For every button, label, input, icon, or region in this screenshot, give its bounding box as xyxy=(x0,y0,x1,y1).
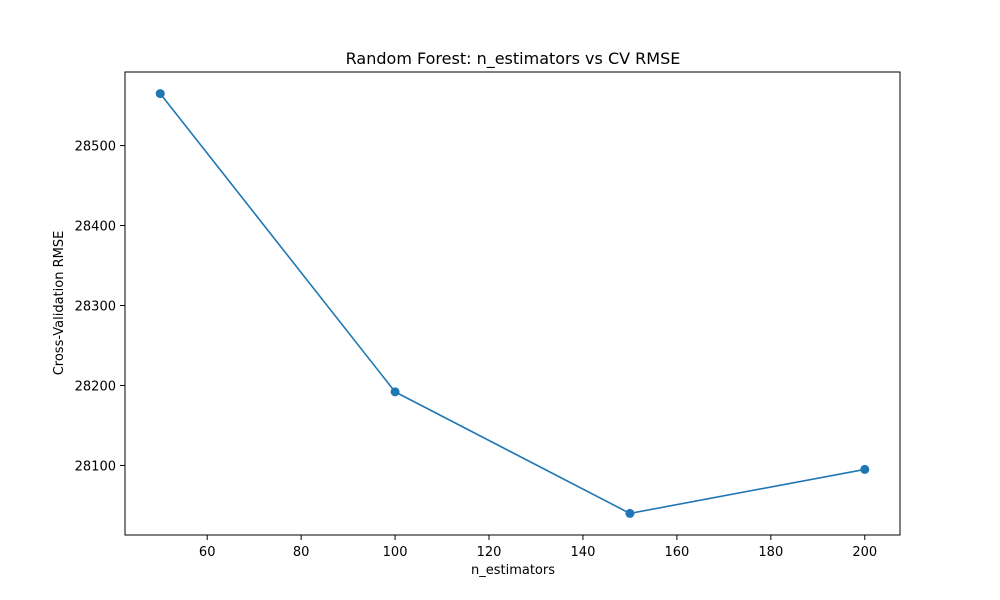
y-tick-label: 28200 xyxy=(75,379,116,394)
x-tick-label: 120 xyxy=(477,545,502,560)
data-point xyxy=(625,508,635,518)
x-tick-label: 100 xyxy=(383,545,408,560)
y-axis-label: Cross-Validation RMSE xyxy=(52,231,67,376)
chart-title: Random Forest: n_estimators vs CV RMSE xyxy=(346,49,681,69)
x-tick-label: 60 xyxy=(199,545,216,560)
y-tick-label: 28500 xyxy=(75,140,116,155)
x-tick-label: 140 xyxy=(571,545,596,560)
x-tick-label: 80 xyxy=(293,545,310,560)
series-line xyxy=(159,93,865,515)
y-tick-label: 28100 xyxy=(75,459,116,474)
data-point xyxy=(860,464,870,474)
axes: 60 80 100 120 140 160 180 200 28100 28200 28300 284… xyxy=(75,71,901,560)
x-tick-label: 160 xyxy=(664,545,689,560)
x-tick-label: 200 xyxy=(852,545,877,560)
data-point xyxy=(155,89,165,99)
plot-frame xyxy=(124,71,901,536)
data-point xyxy=(390,387,400,397)
x-axis-label: n_estimators xyxy=(471,563,555,578)
x-tick-label: 180 xyxy=(758,545,783,560)
y-tick-label: 28400 xyxy=(75,220,116,235)
series-layer xyxy=(155,89,870,518)
y-tick-label: 28300 xyxy=(75,299,116,314)
